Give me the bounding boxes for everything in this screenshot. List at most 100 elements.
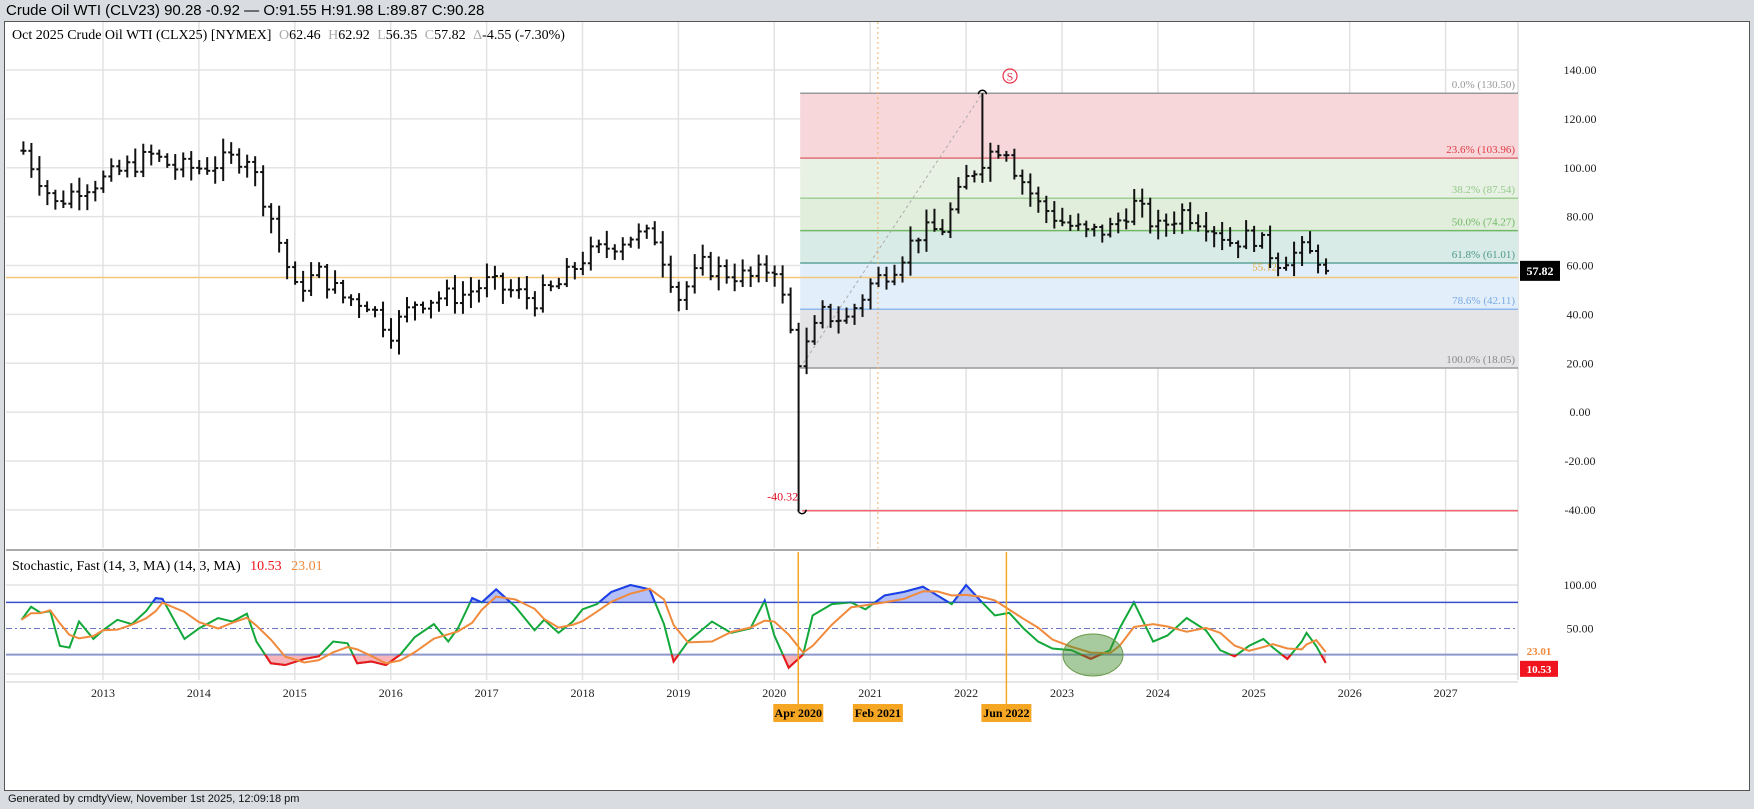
ohlc-bar bbox=[276, 205, 283, 253]
d-value-box bbox=[1520, 642, 1558, 659]
ohlc-bar bbox=[499, 272, 506, 304]
ohlc-bar bbox=[356, 293, 363, 318]
ohlc-bar bbox=[1147, 197, 1154, 234]
support-label: 55.12 bbox=[1252, 261, 1277, 273]
ohlc-bar bbox=[340, 279, 347, 304]
ohlc-bar bbox=[116, 159, 123, 176]
ohlc-bar bbox=[108, 158, 115, 182]
ohlc-bar bbox=[571, 262, 578, 280]
ohlc-bar bbox=[563, 258, 570, 288]
ohlc-bar bbox=[228, 142, 235, 164]
stochastic-panel bbox=[6, 552, 1518, 704]
ohlc-bar bbox=[675, 281, 682, 312]
ohlc-bar bbox=[1115, 212, 1122, 234]
ohlc-bar bbox=[875, 266, 882, 288]
ohlc-bar bbox=[659, 231, 666, 278]
ohlc-bar bbox=[364, 301, 371, 313]
ohlc-bar bbox=[1315, 244, 1322, 274]
ohlc-bar bbox=[723, 259, 730, 284]
stochastic-legend: Stochastic, Fast (14, 3, MA) (14, 3, MA)… bbox=[12, 559, 323, 574]
ohlc-bar bbox=[1131, 189, 1138, 226]
ohlc-bar bbox=[252, 156, 259, 187]
ohlc-bar bbox=[188, 151, 195, 181]
ohlc-bar bbox=[268, 203, 275, 234]
ohlc-bar bbox=[308, 262, 315, 297]
ohlc-bar bbox=[755, 254, 762, 283]
ohlc-bar bbox=[1275, 252, 1282, 277]
ohlc-bar bbox=[1139, 188, 1146, 218]
fibonacci-retracement: 0.0% (130.50) 23.6% (103.96) 38.2% (87.54)… bbox=[6, 22, 1518, 548]
ohlc-bar bbox=[1187, 202, 1194, 231]
signal-label: S bbox=[1007, 70, 1014, 84]
x-tick-label: 2024 bbox=[1146, 686, 1170, 700]
event-label-box bbox=[981, 704, 1032, 722]
ohlc-bar bbox=[404, 297, 411, 323]
ohlc-bar bbox=[699, 244, 706, 276]
low-label: -40.32 bbox=[767, 490, 798, 504]
ohlc-bar bbox=[443, 279, 450, 307]
ohlc-bar bbox=[787, 287, 794, 334]
ohlc-bar bbox=[372, 306, 379, 318]
ohlc-bar bbox=[1227, 227, 1234, 247]
fib-label: 78.6% (42.11) bbox=[1452, 295, 1515, 307]
ohlc-bar bbox=[1179, 203, 1186, 234]
ohlc-bar bbox=[835, 306, 842, 334]
ohlc-bar bbox=[1051, 201, 1058, 229]
x-tick-label: 2027 bbox=[1434, 686, 1458, 700]
ohlc-bar bbox=[547, 280, 554, 292]
ohlc-bar bbox=[515, 277, 522, 299]
ohlc-bar bbox=[643, 224, 650, 239]
ohlc-bar bbox=[995, 144, 1002, 159]
x-tick-label: 2017 bbox=[475, 686, 499, 700]
ohlc-bar bbox=[683, 281, 690, 311]
x-tick-label: 2023 bbox=[1050, 686, 1074, 700]
ohlc-bar bbox=[180, 152, 187, 178]
ohlc-bar bbox=[979, 93, 986, 183]
d-value-label: 23.01 bbox=[1527, 646, 1552, 658]
fib-label: 23.6% (103.96) bbox=[1446, 144, 1515, 156]
ohlc-bar bbox=[244, 154, 251, 178]
event-label: Jun 2022 bbox=[983, 706, 1029, 720]
ohlc-bar bbox=[292, 261, 299, 285]
y-tick-label: 60.00 bbox=[1567, 259, 1594, 273]
stoch-k-overbought bbox=[151, 583, 1136, 603]
ohlc-bar bbox=[156, 149, 163, 162]
ohlc-bar bbox=[987, 142, 994, 182]
ohlc-bar bbox=[260, 165, 267, 217]
x-tick-label: 2019 bbox=[666, 686, 690, 700]
ohlc-bar bbox=[811, 315, 818, 345]
ohlc-bar bbox=[316, 262, 323, 279]
ohlc-bar bbox=[1075, 213, 1082, 231]
ohlc-bar bbox=[220, 138, 227, 182]
fib-zone bbox=[800, 93, 1518, 159]
ohlc-bar bbox=[1019, 169, 1026, 195]
x-tick-label: 2016 bbox=[379, 686, 403, 700]
ohlc-bar bbox=[1035, 186, 1042, 213]
chart-svg[interactable]: 0.0% (130.50) 23.6% (103.96) 38.2% (87.54)… bbox=[0, 0, 1754, 790]
y-tick-label: 120.00 bbox=[1564, 112, 1597, 126]
ohlc-bar bbox=[459, 281, 466, 314]
ohlc-bar bbox=[771, 265, 778, 287]
ohlc-bar bbox=[172, 154, 179, 180]
ohlc-bar bbox=[60, 190, 67, 209]
window-title: Crude Oil WTI (CLV23) 90.28 -0.92 — O:91… bbox=[0, 0, 1754, 21]
ohlc-bar bbox=[715, 256, 722, 291]
event-label-box bbox=[852, 704, 903, 722]
ohlc-bar bbox=[1043, 195, 1050, 224]
fib-zone bbox=[800, 263, 1518, 310]
ohlc-bar bbox=[931, 208, 938, 232]
event-label: Apr 2020 bbox=[775, 706, 822, 720]
ohlc-bar bbox=[763, 255, 770, 283]
ohlc-bar bbox=[419, 301, 426, 314]
y-tick-label: 80.00 bbox=[1567, 210, 1594, 224]
ohlc-bar bbox=[84, 184, 91, 211]
ohlc-bar bbox=[747, 266, 754, 288]
ohlc-bar bbox=[44, 180, 51, 206]
ohlc-bar bbox=[779, 265, 786, 304]
ohlc-bar bbox=[451, 275, 458, 314]
ohlc-bar bbox=[475, 279, 482, 303]
ohlc-bar bbox=[236, 148, 243, 174]
x-tick-label: 2013 bbox=[91, 686, 115, 700]
price-bars bbox=[20, 89, 1330, 515]
fib-zone bbox=[800, 309, 1518, 369]
